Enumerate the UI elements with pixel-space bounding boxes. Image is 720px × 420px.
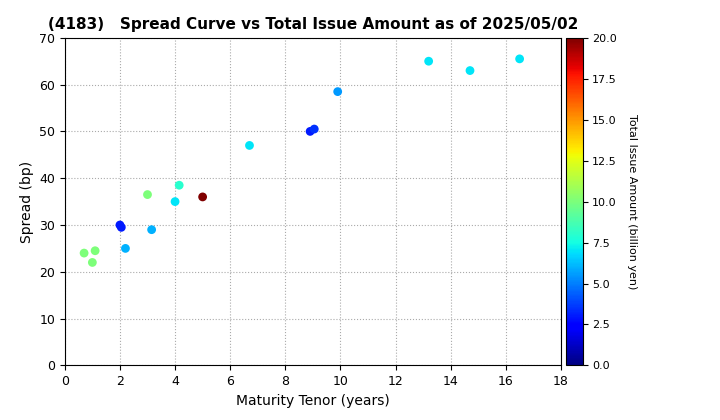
Point: [423, 58, 434, 65]
Y-axis label: Spread (bp): Spread (bp): [19, 160, 34, 243]
Point: [244, 142, 256, 149]
Point: [514, 55, 526, 62]
Point: [120, 245, 131, 252]
Point: [89, 247, 101, 254]
X-axis label: Maturity Tenor (years): Maturity Tenor (years): [236, 394, 390, 408]
Point: [464, 67, 476, 74]
Point: [197, 194, 208, 200]
Point: [169, 198, 181, 205]
Point: [174, 182, 185, 189]
Title: (4183)   Spread Curve vs Total Issue Amount as of 2025/05/02: (4183) Spread Curve vs Total Issue Amoun…: [48, 18, 578, 32]
Point: [86, 259, 98, 266]
Y-axis label: Total Issue Amount (billion yen): Total Issue Amount (billion yen): [626, 114, 636, 289]
Point: [142, 191, 153, 198]
Point: [332, 88, 343, 95]
Point: [308, 126, 320, 132]
Point: [305, 128, 316, 135]
Point: [114, 222, 126, 228]
Point: [78, 250, 90, 257]
Point: [115, 224, 127, 231]
Point: [146, 226, 158, 233]
